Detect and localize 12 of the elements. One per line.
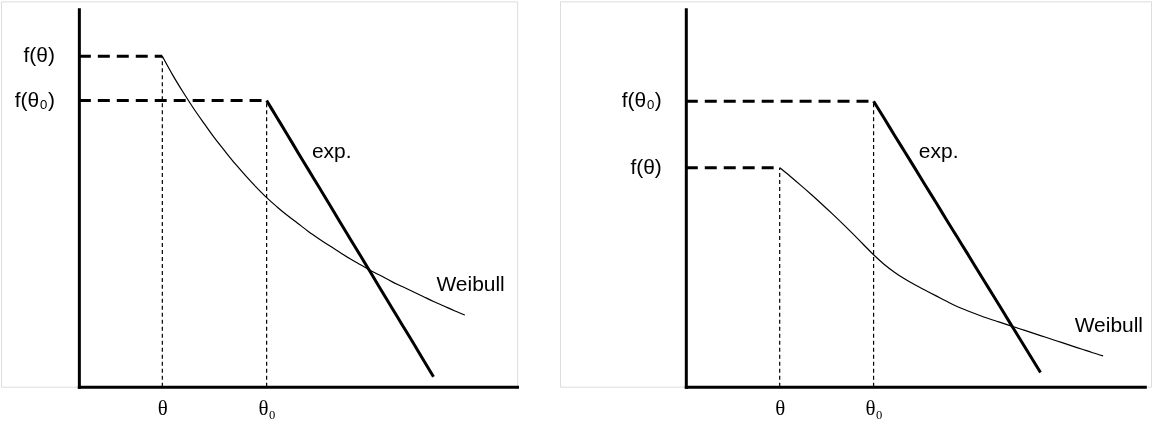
series-label: Weibull xyxy=(1074,312,1144,336)
series-label: exp. xyxy=(918,139,959,162)
x-tick-label: θ₀ xyxy=(258,396,276,421)
ref-line-label: f(θ) xyxy=(23,43,55,67)
series-label: Weibull xyxy=(436,272,505,296)
x-tick-label: θ₀ xyxy=(865,396,883,421)
ref-line-label: f(θ₀) xyxy=(621,88,662,112)
x-tick-label: θ xyxy=(157,396,168,421)
x-tick-label: θ xyxy=(775,396,786,421)
ref-line-label: f(θ₀) xyxy=(14,87,55,111)
ref-line-label: f(θ) xyxy=(630,154,662,178)
series-label: exp. xyxy=(311,139,352,163)
